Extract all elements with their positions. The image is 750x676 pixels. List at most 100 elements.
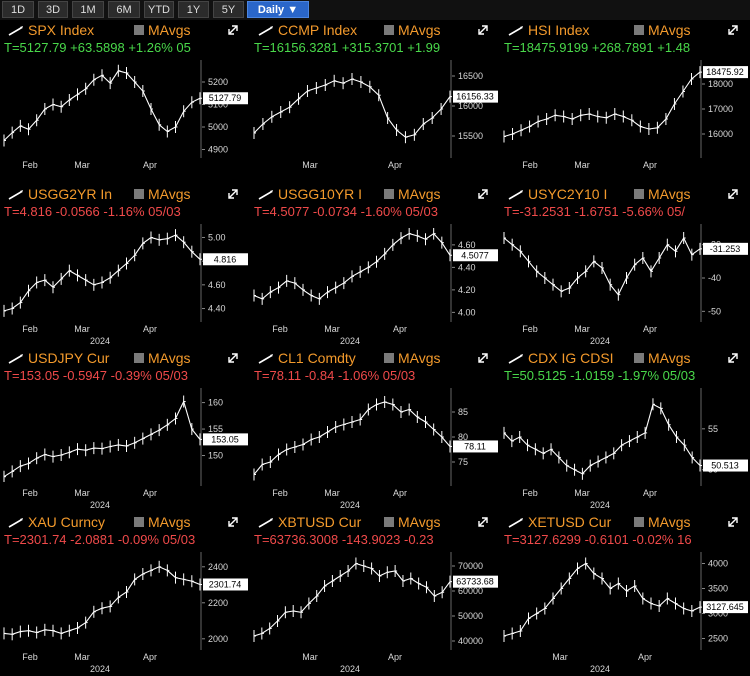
price-chart[interactable]: 16500 16000 15500 Mar Apr 16156.33 bbox=[250, 58, 500, 184]
expand-icon[interactable] bbox=[726, 515, 740, 529]
ticker-label[interactable]: XETUSD Cur bbox=[528, 514, 612, 530]
price-chart[interactable]: 85 80 75 Feb Mar Apr 2024 78.11 bbox=[250, 386, 500, 512]
expand-icon[interactable] bbox=[226, 515, 240, 529]
draw-pen-icon[interactable] bbox=[258, 354, 274, 364]
draw-pen-icon[interactable] bbox=[8, 190, 24, 200]
chart-panel[interactable]: CCMP Index MAvgs T=16156.3281 +315.3701 … bbox=[250, 20, 500, 184]
draw-pen-icon[interactable] bbox=[258, 518, 274, 528]
chart-panel[interactable]: XETUSD Cur MAvgs T=3127.6299 -0.6101 -0.… bbox=[500, 512, 750, 676]
expand-icon[interactable] bbox=[726, 187, 740, 201]
ticker-label[interactable]: USDJPY Cur bbox=[28, 350, 110, 366]
draw-pen-icon[interactable] bbox=[508, 190, 524, 200]
draw-pen-icon[interactable] bbox=[8, 354, 24, 364]
draw-pen-icon[interactable] bbox=[8, 518, 24, 528]
range-button-1y[interactable]: 1Y bbox=[178, 1, 209, 18]
price-chart[interactable]: 2400 2200 2000 Feb Mar Apr 2024 2301.74 bbox=[0, 550, 250, 676]
ticker-label[interactable]: CCMP Index bbox=[278, 22, 358, 38]
price-chart[interactable]: 5550FebMarApr202450.513 bbox=[500, 386, 750, 512]
expand-icon[interactable] bbox=[226, 23, 240, 37]
expand-icon[interactable] bbox=[476, 187, 490, 201]
mavgs-label[interactable]: MAvgs bbox=[148, 514, 191, 530]
draw-pen-icon[interactable] bbox=[508, 26, 524, 36]
last-price-label: 78.11 bbox=[464, 441, 486, 451]
mavgs-checkbox[interactable] bbox=[134, 517, 144, 527]
price-chart[interactable]: 4000 3500 3000 2500 Mar Apr 2024 3127.645 bbox=[500, 550, 750, 676]
mavgs-label[interactable]: MAvgs bbox=[148, 350, 191, 366]
ticker-label[interactable]: CL1 Comdty bbox=[278, 350, 356, 366]
draw-pen-icon[interactable] bbox=[8, 26, 24, 36]
expand-icon[interactable] bbox=[476, 23, 490, 37]
range-button-ytd[interactable]: YTD bbox=[144, 1, 174, 18]
x-tick-label: Feb bbox=[522, 160, 538, 170]
y-tick-label: 4.20 bbox=[458, 285, 476, 295]
price-chart[interactable]: 160 155 150 Feb Mar Apr 2024 153.05 bbox=[0, 386, 250, 512]
mavgs-label[interactable]: MAvgs bbox=[398, 22, 441, 38]
price-chart[interactable]: 70000 60000 50000 40000 Mar Apr 2024 63733.68 bbox=[250, 550, 500, 676]
expand-icon[interactable] bbox=[226, 351, 240, 365]
mavgs-checkbox[interactable] bbox=[634, 25, 644, 35]
mavgs-checkbox[interactable] bbox=[384, 353, 394, 363]
mavgs-label[interactable]: MAvgs bbox=[648, 186, 691, 202]
mavgs-label[interactable]: MAvgs bbox=[148, 186, 191, 202]
chart-panel[interactable]: USYC2Y10 I MAvgs T=-31.2531 -1.6751 -5.6… bbox=[500, 184, 750, 348]
price-chart[interactable]: 18000 17000 16000 Feb Mar Apr 18475.92 bbox=[500, 58, 750, 184]
chart-panel[interactable]: USGG2YR In MAvgs T=4.816 -0.0566 -1.16% … bbox=[0, 184, 250, 348]
price-chart[interactable]: 4.60 4.40 4.20 4.00 Feb Mar Apr 2024 4.5077 bbox=[250, 222, 500, 348]
draw-pen-icon[interactable] bbox=[258, 190, 274, 200]
last-price-label: -31.253 bbox=[710, 244, 741, 254]
mavgs-checkbox[interactable] bbox=[134, 353, 144, 363]
range-button-6m[interactable]: 6M bbox=[108, 1, 140, 18]
chart-panel[interactable]: XAU Curncy MAvgs T=2301.74 -2.0881 -0.09… bbox=[0, 512, 250, 676]
ticker-label[interactable]: XAU Curncy bbox=[28, 514, 106, 530]
ticker-label[interactable]: USYC2Y10 I bbox=[528, 186, 608, 202]
range-button-1d[interactable]: 1D bbox=[2, 1, 34, 18]
expand-icon[interactable] bbox=[226, 187, 240, 201]
expand-icon[interactable] bbox=[726, 23, 740, 37]
draw-pen-icon[interactable] bbox=[508, 518, 524, 528]
ticker-label[interactable]: CDX IG CDSI bbox=[528, 350, 614, 366]
price-chart[interactable]: 5200 5100 5000 4900 Feb Mar Apr 5127.79 bbox=[0, 58, 250, 184]
ticker-label[interactable]: XBTUSD Cur bbox=[278, 514, 362, 530]
chart-panel[interactable]: SPX Index MAvgs T=5127.79 +63.5898 +1.26… bbox=[0, 20, 250, 184]
x-tick-label: Mar bbox=[324, 488, 340, 498]
expand-icon[interactable] bbox=[726, 351, 740, 365]
mavgs-label[interactable]: MAvgs bbox=[648, 514, 691, 530]
mavgs-label[interactable]: MAvgs bbox=[648, 22, 691, 38]
draw-pen-icon[interactable] bbox=[508, 354, 524, 364]
chart-panel[interactable]: CL1 Comdty MAvgs T=78.11 -0.84 -1.06% 05… bbox=[250, 348, 500, 512]
mavgs-label[interactable]: MAvgs bbox=[148, 22, 191, 38]
ticker-label[interactable]: USGG10YR I bbox=[278, 186, 363, 202]
ticker-label[interactable]: HSI Index bbox=[528, 22, 590, 38]
mavgs-checkbox[interactable] bbox=[634, 517, 644, 527]
range-button-1m[interactable]: 1M bbox=[72, 1, 104, 18]
x-tick-label: Mar bbox=[574, 160, 590, 170]
chart-panel[interactable]: USGG10YR I MAvgs T=4.5077 -0.0734 -1.60%… bbox=[250, 184, 500, 348]
mavgs-checkbox[interactable] bbox=[134, 25, 144, 35]
draw-pen-icon[interactable] bbox=[258, 26, 274, 36]
range-button-3d[interactable]: 3D bbox=[38, 1, 68, 18]
chart-panel[interactable]: HSI Index MAvgs T=18475.9199 +268.7891 +… bbox=[500, 20, 750, 184]
mavgs-label[interactable]: MAvgs bbox=[648, 350, 691, 366]
mavgs-label[interactable]: MAvgs bbox=[398, 186, 441, 202]
mavgs-label[interactable]: MAvgs bbox=[398, 514, 441, 530]
chart-panel[interactable]: CDX IG CDSI MAvgs T=50.5125 -1.0159 -1.9… bbox=[500, 348, 750, 512]
expand-icon[interactable] bbox=[476, 515, 490, 529]
mavgs-checkbox[interactable] bbox=[384, 517, 394, 527]
mavgs-checkbox[interactable] bbox=[634, 353, 644, 363]
mavgs-checkbox[interactable] bbox=[634, 189, 644, 199]
range-button-5y[interactable]: 5Y bbox=[213, 1, 244, 18]
chart-panel[interactable]: XBTUSD Cur MAvgs T=63736.3008 -143.9023 … bbox=[250, 512, 500, 676]
last-price-tag bbox=[703, 242, 748, 255]
expand-icon[interactable] bbox=[476, 351, 490, 365]
ticker-label[interactable]: USGG2YR In bbox=[28, 186, 113, 202]
mavgs-checkbox[interactable] bbox=[134, 189, 144, 199]
mavgs-label[interactable]: MAvgs bbox=[398, 350, 441, 366]
y-tick-label: -40 bbox=[708, 273, 721, 283]
ticker-label[interactable]: SPX Index bbox=[28, 22, 95, 38]
mavgs-checkbox[interactable] bbox=[384, 189, 394, 199]
mavgs-checkbox[interactable] bbox=[384, 25, 394, 35]
chart-panel[interactable]: USDJPY Cur MAvgs T=153.05 -0.5947 -0.39%… bbox=[0, 348, 250, 512]
periodicity-dropdown[interactable]: Daily ▼ bbox=[247, 1, 309, 18]
